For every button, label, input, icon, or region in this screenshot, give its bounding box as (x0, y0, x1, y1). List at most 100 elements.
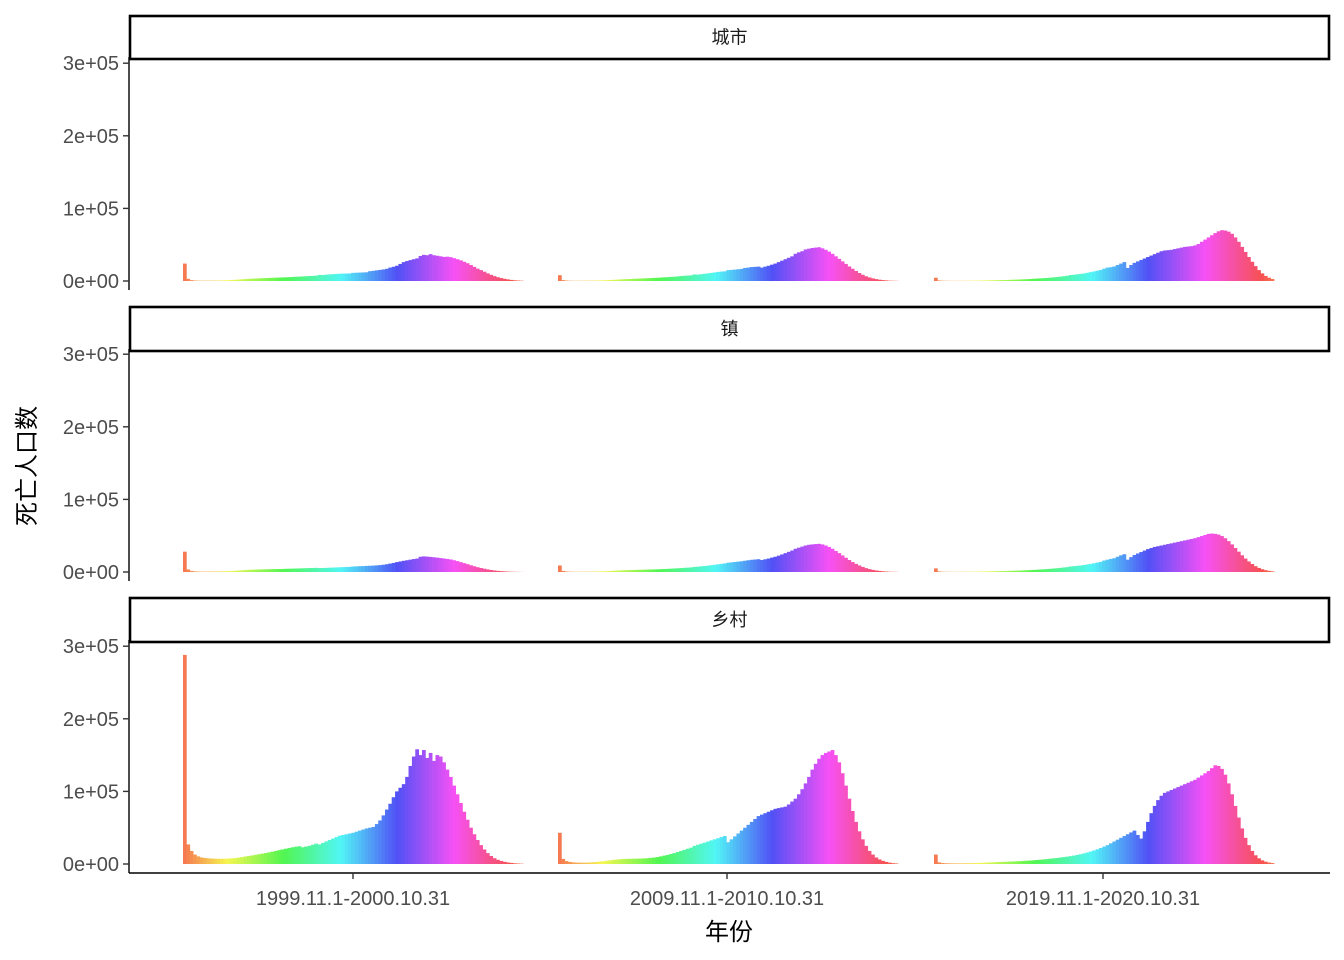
bar (810, 247, 815, 281)
bar (1051, 568, 1056, 572)
bar (860, 274, 865, 281)
bar (1098, 269, 1103, 281)
bar (753, 818, 757, 864)
bar (675, 276, 680, 281)
bar (611, 859, 616, 864)
bar (1270, 571, 1275, 572)
bar (1213, 533, 1218, 572)
bar (314, 567, 319, 572)
bar (578, 862, 582, 864)
bar (351, 566, 356, 572)
bar (398, 561, 403, 572)
bar (277, 569, 281, 572)
bar (830, 548, 835, 572)
bar (1267, 862, 1271, 864)
bar (605, 571, 609, 572)
bar (950, 863, 955, 864)
bar (1031, 278, 1036, 281)
bar (1075, 565, 1080, 572)
bar (749, 267, 754, 281)
bar (638, 569, 643, 572)
bar (817, 543, 821, 572)
bar (321, 842, 325, 864)
bar (442, 256, 446, 281)
bar (709, 565, 714, 572)
bar (736, 561, 741, 572)
bar (699, 843, 704, 864)
bar (736, 833, 741, 864)
facet-panel: 镇 0e+00 1e+05 2e+05 3e+05 (63, 305, 1331, 584)
bar (864, 276, 869, 281)
bar (368, 565, 372, 572)
bar (675, 852, 680, 864)
bar (290, 568, 295, 572)
bar (716, 838, 720, 864)
bar (564, 861, 569, 864)
bar (1112, 558, 1117, 572)
bar (327, 274, 332, 281)
bar (438, 256, 443, 281)
bar-series (183, 551, 524, 572)
bar (469, 265, 473, 281)
bar (1034, 860, 1039, 864)
bar (502, 278, 507, 281)
bar (759, 560, 764, 572)
bar (267, 852, 271, 864)
bar (632, 278, 636, 281)
bar (937, 862, 942, 864)
bar (770, 557, 774, 572)
bar (1008, 570, 1012, 572)
bar (1199, 241, 1204, 281)
bar (1243, 837, 1248, 864)
bar (334, 273, 339, 281)
bar (1166, 791, 1170, 864)
bar (1183, 246, 1187, 281)
bar (1058, 857, 1063, 864)
bar (1253, 855, 1258, 864)
bar (1095, 562, 1100, 572)
x-tick-label: 2019.11.1-2020.10.31 (1006, 888, 1200, 910)
bar (652, 857, 656, 864)
bar (1122, 554, 1127, 572)
bar (1162, 544, 1167, 572)
bar (395, 562, 399, 572)
bar (665, 277, 670, 281)
bar (766, 558, 771, 572)
bar (1109, 558, 1113, 572)
bar (783, 259, 788, 281)
bar (1024, 860, 1029, 864)
bar (786, 804, 791, 864)
bar (401, 262, 406, 281)
bar (193, 854, 197, 864)
bar (220, 571, 224, 572)
bar (844, 263, 848, 281)
bar (364, 272, 369, 281)
bar (702, 273, 707, 281)
bar (1236, 241, 1241, 281)
bar (432, 255, 436, 281)
bar (310, 567, 315, 572)
bar (233, 858, 238, 864)
bar (1115, 265, 1120, 281)
bar (411, 756, 416, 864)
bar (236, 279, 241, 281)
bar (193, 571, 197, 572)
bar (1122, 262, 1127, 281)
bar (991, 571, 995, 572)
bar (987, 862, 992, 864)
bar (273, 277, 278, 281)
bar (1152, 254, 1157, 281)
bar (1061, 567, 1066, 572)
bar (1196, 243, 1201, 281)
bar (418, 755, 423, 864)
bar (1263, 275, 1268, 281)
bar (226, 571, 231, 572)
bar (1156, 252, 1160, 281)
bar (1260, 569, 1265, 572)
bar (807, 248, 811, 281)
bar (1135, 553, 1140, 572)
bar (1055, 277, 1059, 281)
bar (475, 268, 480, 281)
bar (1159, 251, 1164, 281)
bar (1156, 800, 1160, 864)
